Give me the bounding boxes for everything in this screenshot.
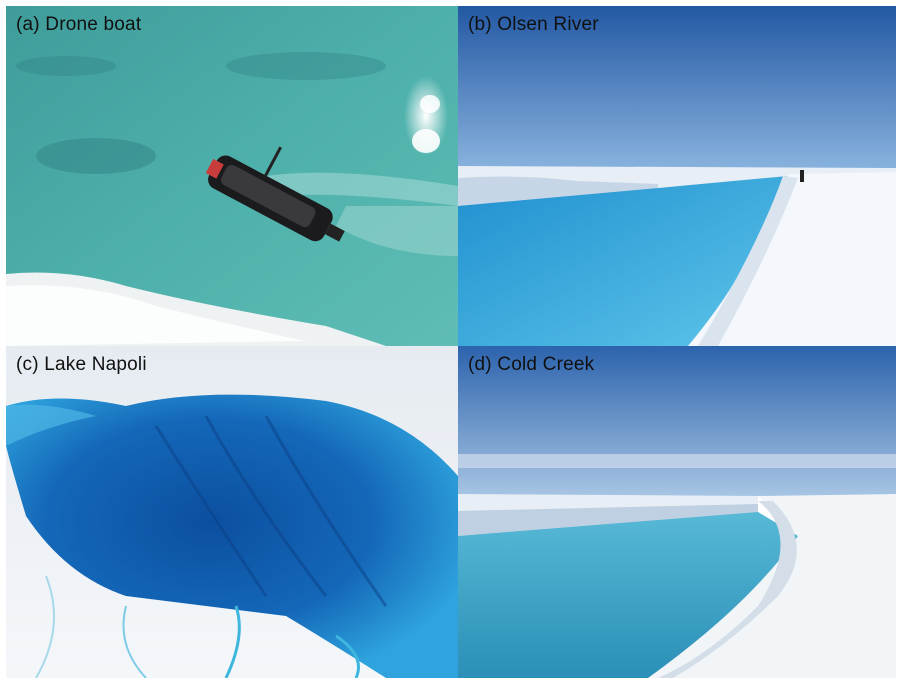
panel-label: (d) Cold Creek [468, 354, 595, 375]
panel-drone-boat: (a) Drone boat [6, 6, 458, 346]
panel-lake-napoli: (c) Lake Napoli [6, 346, 458, 678]
person [800, 170, 804, 182]
lake-napoli-photo [6, 346, 458, 678]
olsen-river-photo [458, 6, 896, 346]
cold-creek-photo [458, 346, 896, 678]
figure-grid: (a) Drone boat [6, 6, 896, 678]
panel-cold-creek: (d) Cold Creek [458, 346, 896, 678]
panel-label: (c) Lake Napoli [16, 354, 147, 375]
panel-label: (a) Drone boat [16, 14, 142, 35]
drone-boat-photo [6, 6, 458, 346]
panel-olsen-river: (b) Olsen River [458, 6, 896, 346]
boat [205, 146, 345, 242]
panel-label: (b) Olsen River [468, 14, 599, 35]
